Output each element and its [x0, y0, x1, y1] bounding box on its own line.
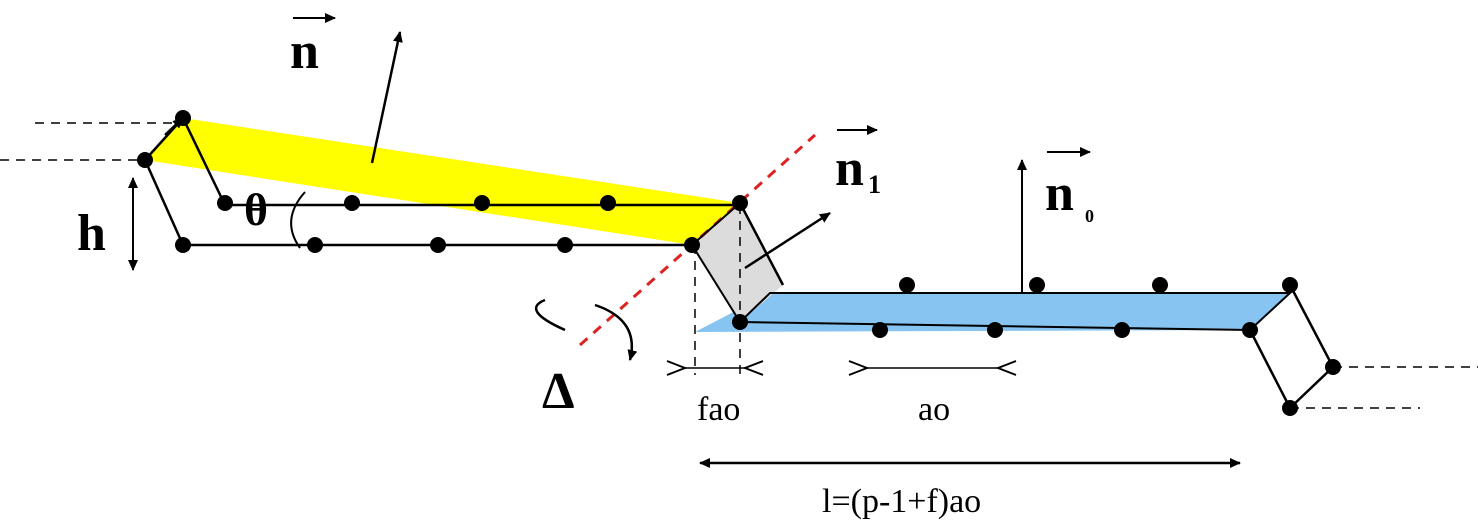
label: Δ	[542, 363, 575, 420]
label: fao	[697, 391, 740, 428]
label: h	[77, 205, 106, 262]
rotation-arc	[536, 300, 632, 360]
label: ao	[918, 391, 950, 428]
page: n n 1 n 0 h θ Δ fao ao l=(p-1+f)ao (() =…	[0, 0, 1478, 522]
yellow-plane	[145, 118, 740, 245]
label-sub: 0	[1085, 206, 1094, 226]
label: θ	[244, 184, 268, 235]
label: n	[1045, 165, 1074, 222]
label-sub: 1	[868, 170, 881, 199]
normal-arrow	[372, 32, 400, 163]
diagram: n n 1 n 0 h θ Δ fao ao l=(p-1+f)ao	[0, 0, 1478, 522]
label: n	[835, 140, 864, 197]
label: n	[290, 23, 319, 80]
angle-arc	[291, 192, 305, 248]
label: l=(p-1+f)ao	[822, 483, 981, 520]
